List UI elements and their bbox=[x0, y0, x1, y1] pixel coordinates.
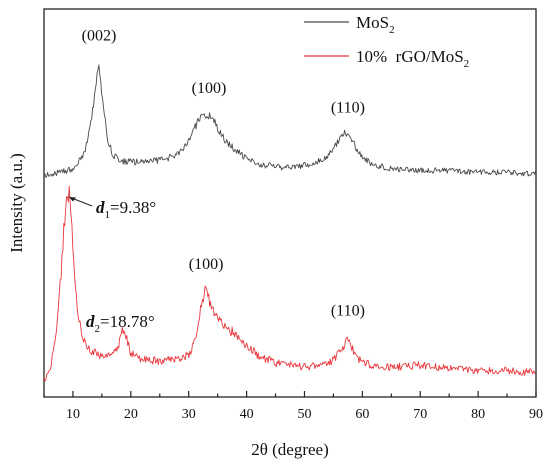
x-tick-label: 20 bbox=[124, 407, 138, 422]
x-axis: 10 20 30 40 50 60 70 80 90 bbox=[43, 391, 543, 422]
legend-label-rgo-mos2: 10% rGO/MoS2 bbox=[356, 47, 469, 70]
peak-label: (100) bbox=[189, 256, 224, 273]
x-axis-label: 2θ (degree) bbox=[251, 440, 329, 459]
plot-frame bbox=[43, 8, 537, 398]
x-tick-label: 90 bbox=[529, 407, 543, 422]
peak-label: (110) bbox=[331, 302, 365, 319]
x-tick-label: 80 bbox=[471, 407, 485, 422]
x-tick-label: 10 bbox=[66, 407, 80, 422]
x-tick-label: 30 bbox=[182, 407, 196, 422]
series-line-mos2 bbox=[44, 64, 536, 178]
x-tick-label: 40 bbox=[240, 407, 254, 422]
legend: MoS2 10% rGO/MoS2 bbox=[304, 13, 469, 70]
peak-label: (100) bbox=[192, 80, 227, 97]
peak-label: (002) bbox=[82, 27, 117, 44]
series-line-rgo-mos2 bbox=[44, 185, 536, 382]
peak-labels: (002) (100) (110) (100) (110) bbox=[82, 27, 365, 319]
x-tick-label: 70 bbox=[413, 407, 427, 422]
peak-label: (110) bbox=[331, 100, 365, 117]
y-axis-label: Intensity (a.u.) bbox=[7, 153, 26, 253]
x-tick-label: 50 bbox=[297, 407, 311, 422]
d-spacing-annotation: d2=18.78° bbox=[86, 312, 155, 335]
d-spacing-annotation: d1=9.38° bbox=[96, 198, 156, 221]
annotations: d1=9.38° d2=18.78° bbox=[68, 196, 156, 335]
x-tick-label: 60 bbox=[355, 407, 369, 422]
series-layer bbox=[44, 64, 536, 382]
legend-label-mos2: MoS2 bbox=[356, 13, 395, 36]
annotation-arrow-head bbox=[69, 197, 76, 202]
